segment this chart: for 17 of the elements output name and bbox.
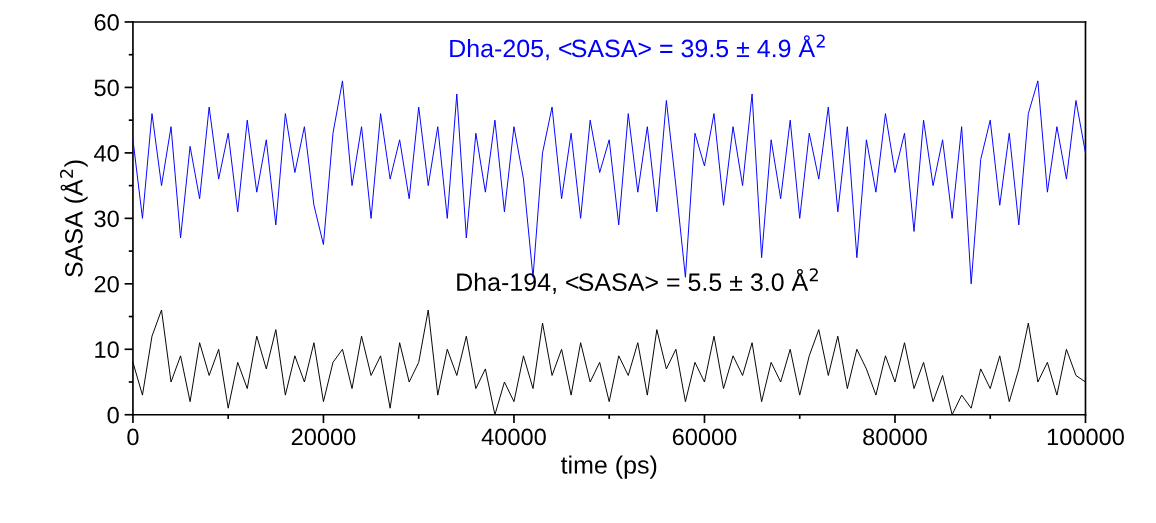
x-tick-label: 0 [127, 428, 139, 446]
y-tick-label: 20 [94, 275, 119, 293]
series-label: Dha-194, <SASA> = 5.5 ± 3.0 Å$^{2}$ [457, 268, 818, 294]
x-tick-label: 60000 [672, 428, 737, 446]
x-axis-title: time (ps) [560, 455, 657, 479]
y-tick-label: 0 [107, 406, 119, 424]
y-tick-label: 60 [94, 14, 119, 31]
y-axis-title: SASA (Å$^{2}$) [59, 160, 88, 277]
y-tick-label: 30 [94, 210, 119, 228]
y-tick-label: 10 [95, 341, 119, 359]
x-tick-label: 80000 [863, 428, 927, 446]
series-label: Dha-205, <SASA> = 39.5 ± 4.9 Å$^{2}$ [450, 34, 825, 61]
x-tick-label: 100000 [1047, 428, 1124, 446]
y-tick-label: 40 [94, 144, 119, 162]
x-tick-label: 40000 [481, 428, 546, 446]
x-tick-label: 20000 [291, 428, 356, 446]
y-tick-label: 50 [94, 79, 119, 97]
